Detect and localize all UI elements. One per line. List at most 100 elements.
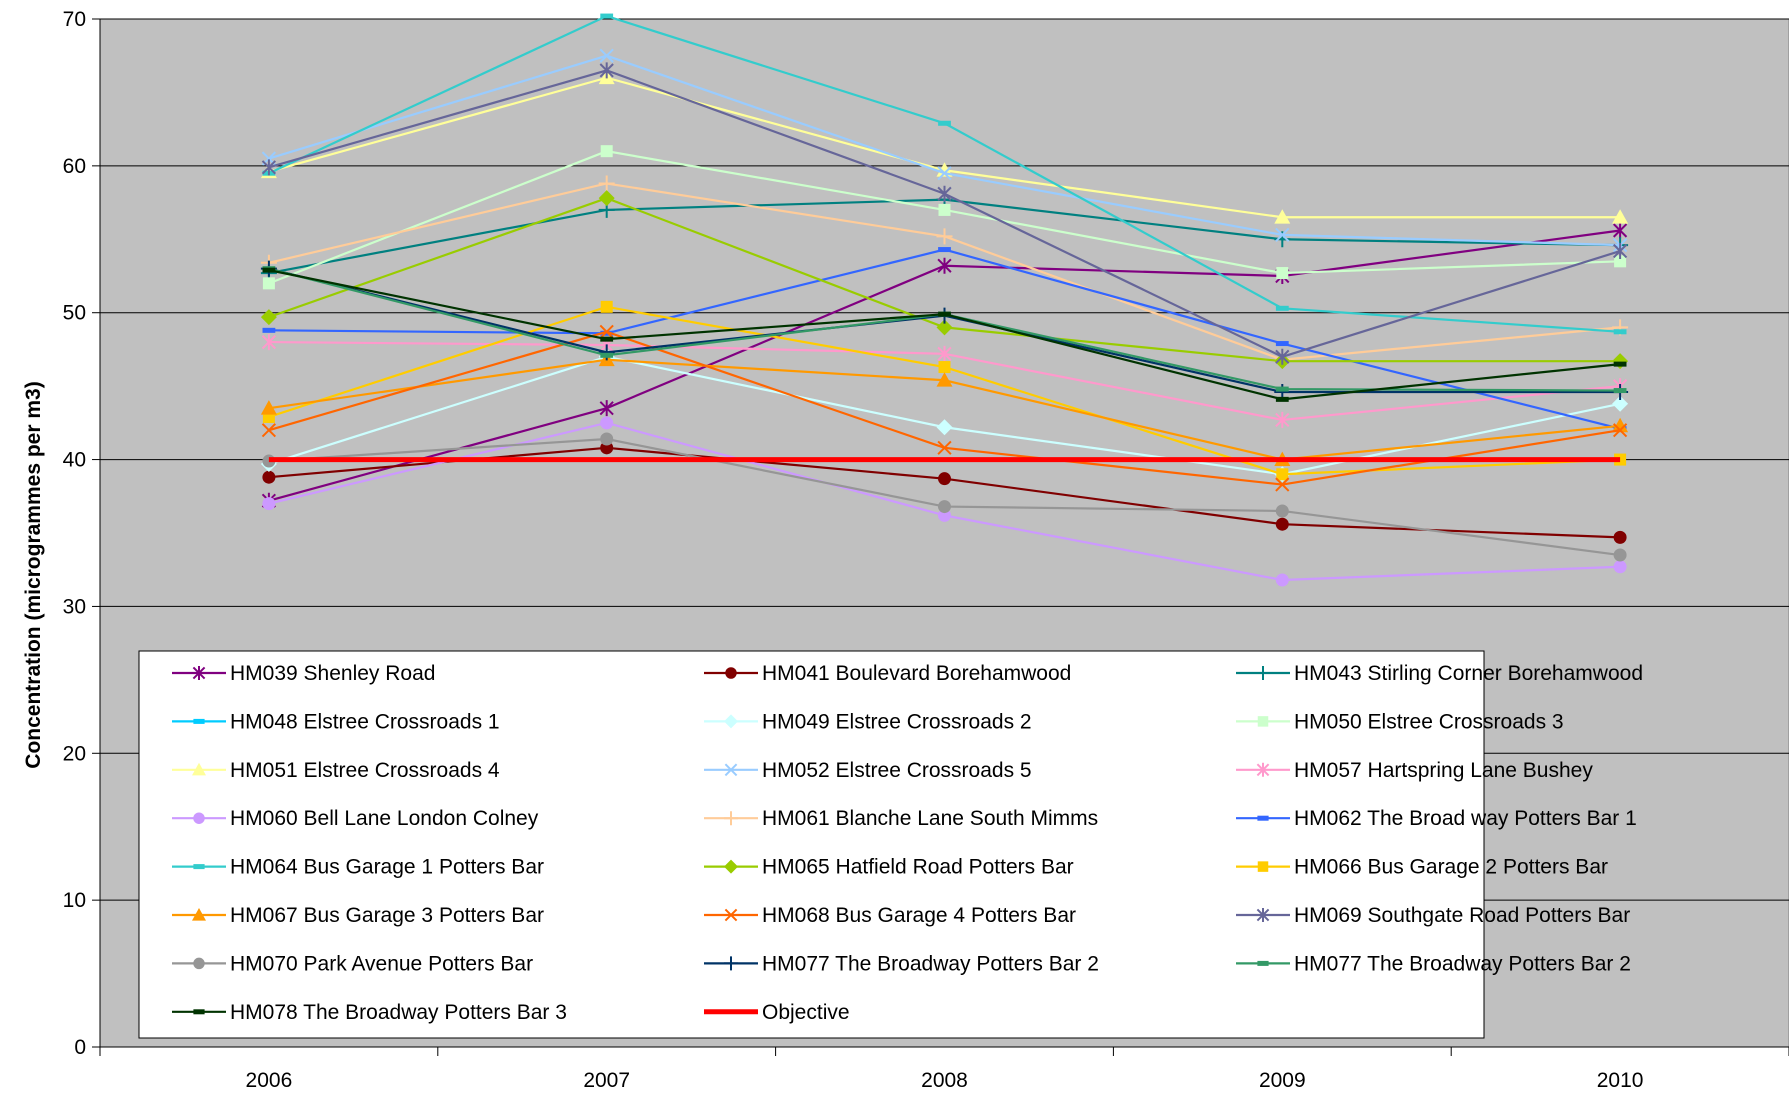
- legend-label: HM057 Hartspring Lane Bushey: [1294, 759, 1593, 782]
- data-point: [600, 330, 614, 336]
- legend-label: HM060 Bell Lane London Colney: [230, 807, 539, 830]
- legend-label: HM064 Bus Garage 1 Potters Bar: [230, 856, 544, 879]
- data-point: [1613, 548, 1627, 562]
- legend-item: HM043 Stirling Corner Borehamwood: [1236, 662, 1643, 685]
- data-point: [1275, 411, 1290, 428]
- y-tick-label: 60: [63, 155, 86, 178]
- y-tick-label: 70: [63, 8, 86, 31]
- data-point: [936, 319, 953, 336]
- data-point: [261, 334, 277, 351]
- data-point: [192, 908, 206, 921]
- data-point: [1257, 815, 1269, 821]
- data-point: [725, 667, 737, 679]
- data-point: [1276, 468, 1289, 481]
- y-tick-label: 30: [63, 595, 86, 618]
- x-tick-label: 2007: [583, 1069, 630, 1092]
- data-point: [1614, 255, 1627, 268]
- data-point: [1613, 329, 1627, 335]
- data-point: [193, 957, 205, 970]
- data-point: [1613, 530, 1627, 544]
- data-point: [261, 423, 277, 438]
- data-point: [1257, 960, 1269, 966]
- data-point: [1275, 517, 1289, 531]
- data-point: [600, 145, 613, 158]
- legend-label: HM069 Southgate Road Potters Bar: [1294, 904, 1630, 927]
- data-point: [937, 257, 952, 274]
- legend-item: HM077 The Broadway Potters Bar 2: [704, 952, 1099, 975]
- data-point: [938, 500, 951, 514]
- data-point: [1275, 573, 1289, 587]
- data-point: [192, 666, 206, 680]
- legend-label: HM066 Bus Garage 2 Potters Bar: [1294, 856, 1608, 879]
- data-point: [193, 718, 205, 724]
- legend-label: HM078 The Broadway Potters Bar 3: [230, 1001, 567, 1024]
- legend-item: HM077 The Broadway Potters Bar 2: [1236, 952, 1631, 975]
- y-tick-label: 20: [63, 742, 86, 765]
- legend-item: HM052 Elstree Crossroads 5: [704, 759, 1032, 782]
- data-point: [724, 908, 738, 922]
- legend-label: HM065 Hatfield Road Potters Bar: [762, 856, 1074, 879]
- data-point: [1274, 209, 1291, 224]
- legend-label: HM077 The Broadway Potters Bar 2: [1294, 952, 1631, 975]
- legend-item: HM064 Bus Garage 1 Potters Bar: [172, 856, 544, 879]
- data-point: [193, 864, 205, 870]
- data-point: [1613, 361, 1627, 367]
- y-tick-label: 10: [63, 889, 86, 912]
- data-point: [1612, 243, 1628, 260]
- data-point: [1275, 504, 1289, 518]
- data-point: [937, 166, 952, 181]
- legend-label: HM062 The Broad way Potters Bar 1: [1294, 807, 1637, 830]
- data-point: [1275, 396, 1289, 402]
- data-point: [724, 956, 738, 971]
- data-point: [193, 1009, 205, 1015]
- legend-item: HM039 Shenley Road: [172, 662, 435, 685]
- x-tick-label: 2010: [1597, 1069, 1644, 1092]
- data-point: [261, 159, 277, 176]
- data-point: [1256, 762, 1270, 777]
- data-point: [1275, 477, 1290, 492]
- data-point: [1275, 348, 1290, 365]
- legend-label: HM051 Elstree Crossroads 4: [230, 759, 500, 782]
- series: [261, 222, 1628, 509]
- data-point: [1275, 386, 1289, 392]
- legend-item: HM041 Boulevard Borehamwood: [704, 662, 1071, 685]
- series: [261, 62, 1628, 365]
- data-point: [599, 400, 614, 417]
- series: [262, 416, 1627, 587]
- legend-label: HM041 Boulevard Borehamwood: [762, 662, 1071, 685]
- series: [262, 300, 1627, 481]
- data-point: [600, 13, 614, 19]
- data-point: [193, 812, 205, 824]
- legend-item: HM067 Bus Garage 3 Potters Bar: [172, 904, 544, 927]
- series: [260, 351, 1629, 466]
- data-point: [598, 175, 615, 192]
- legend-item: HM051 Elstree Crossroads 4: [172, 759, 500, 782]
- data-point: [937, 345, 952, 362]
- data-point: [600, 352, 614, 358]
- legend-item: Objective: [704, 1001, 850, 1024]
- data-point: [599, 324, 614, 339]
- data-point: [1612, 209, 1629, 224]
- legend-label: HM050 Elstree Crossroads 3: [1294, 710, 1564, 733]
- data-point: [262, 267, 276, 273]
- legend-label: HM039 Shenley Road: [230, 662, 435, 685]
- series: [262, 145, 1627, 290]
- data-point: [1612, 423, 1628, 438]
- series: [262, 432, 1627, 562]
- data-point: [600, 416, 614, 430]
- data-point: [600, 336, 614, 342]
- legend-item: HM068 Bus Garage 4 Potters Bar: [704, 904, 1076, 927]
- y-tick-label: 40: [63, 449, 86, 472]
- legend-label: HM049 Elstree Crossroads 2: [762, 710, 1032, 733]
- data-point: [1275, 305, 1289, 311]
- legend-item: HM065 Hatfield Road Potters Bar: [704, 856, 1074, 879]
- data-point: [1256, 908, 1270, 922]
- data-point: [1276, 267, 1289, 280]
- data-point: [936, 419, 953, 436]
- data-point: [1275, 227, 1290, 242]
- legend-label: Objective: [762, 1001, 850, 1024]
- data-point: [260, 400, 277, 415]
- data-point: [1256, 666, 1270, 680]
- series: [262, 267, 1627, 402]
